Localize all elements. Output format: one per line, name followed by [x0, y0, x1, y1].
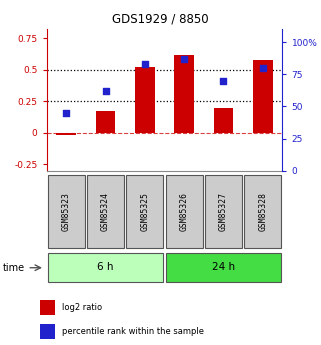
Bar: [205, 175, 242, 248]
Bar: [87, 175, 124, 248]
Bar: [48, 254, 163, 282]
Text: 6 h: 6 h: [97, 262, 114, 272]
Bar: [174, 55, 194, 133]
Point: [142, 61, 147, 67]
Bar: [244, 175, 281, 248]
Bar: [40, 324, 55, 339]
Bar: [48, 175, 85, 248]
Bar: [253, 60, 273, 133]
Point: [103, 88, 108, 94]
Point: [182, 56, 187, 62]
Text: GSM85325: GSM85325: [140, 192, 149, 231]
Text: log2 ratio: log2 ratio: [62, 303, 102, 312]
Point: [260, 65, 265, 71]
Bar: [166, 175, 203, 248]
Bar: [56, 133, 76, 135]
Text: 24 h: 24 h: [212, 262, 235, 272]
Text: percentile rank within the sample: percentile rank within the sample: [62, 327, 204, 336]
Bar: [96, 111, 115, 133]
Text: GSM85323: GSM85323: [62, 192, 71, 231]
Text: GSM85326: GSM85326: [180, 192, 189, 231]
Bar: [126, 175, 163, 248]
Bar: [166, 254, 281, 282]
Bar: [214, 108, 233, 133]
Point: [64, 110, 69, 116]
Text: GSM85328: GSM85328: [258, 192, 267, 231]
Text: GSM85324: GSM85324: [101, 192, 110, 231]
Bar: [135, 67, 155, 133]
Point: [221, 78, 226, 83]
Text: GDS1929 / 8850: GDS1929 / 8850: [112, 12, 209, 25]
Text: GSM85327: GSM85327: [219, 192, 228, 231]
Bar: [40, 300, 55, 315]
Text: time: time: [3, 263, 25, 273]
